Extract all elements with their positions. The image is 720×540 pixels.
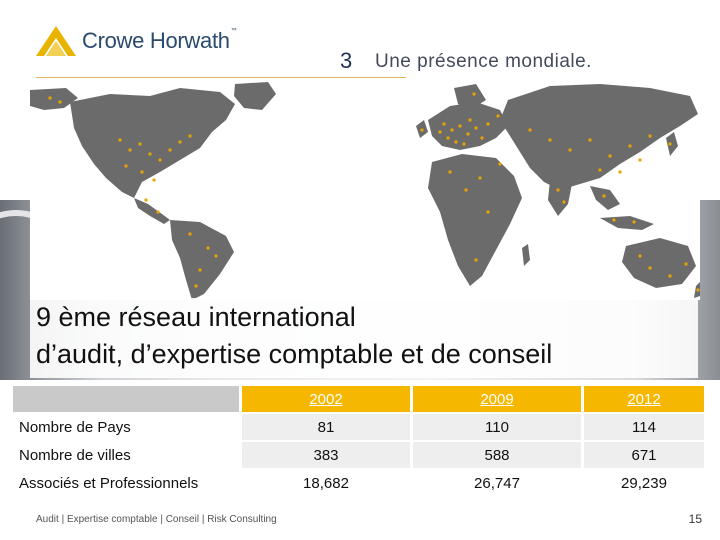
row-label-associes: Associés et Professionnels: [13, 470, 239, 496]
australia-shape: [622, 238, 696, 288]
scandinavia-shape: [454, 84, 486, 110]
tagline-line-1: 9 ème réseau international: [36, 302, 356, 332]
section-number: 3: [340, 48, 353, 73]
table-row: Associés et Professionnels 18,682 26,747…: [13, 470, 704, 496]
footer-services: Audit | Expertise comptable | Conseil | …: [36, 514, 277, 525]
table-cell: 671: [584, 442, 704, 468]
page-title: Une présence mondiale.: [375, 51, 592, 72]
asia-shape: [500, 84, 698, 190]
table-header-row: 2002 2009 2012: [13, 386, 704, 412]
tagline-overlay: [30, 298, 698, 378]
office-locations: [48, 92, 700, 292]
asia-left-edge-shape: [30, 88, 78, 110]
table-row: Nombre de Pays 81 110 114: [13, 414, 704, 440]
central-america-shape: [134, 198, 170, 224]
africa-shape: [428, 154, 522, 286]
table-cell: 18,682: [242, 470, 410, 496]
table-cell: 114: [584, 414, 704, 440]
year-header-2012: 2012: [584, 386, 704, 412]
world-map: [30, 80, 700, 300]
row-label-villes: Nombre de villes: [13, 442, 239, 468]
chevron-logo-icon: [36, 26, 76, 56]
table-cell: 26,747: [413, 470, 581, 496]
table-cell: 110: [413, 414, 581, 440]
greenland-shape: [234, 82, 276, 110]
table-cell: 383: [242, 442, 410, 468]
table-cell: 81: [242, 414, 410, 440]
year-header-2002: 2002: [242, 386, 410, 412]
madagascar-shape: [522, 244, 530, 266]
table-cell: 588: [413, 442, 581, 468]
row-label-pays: Nombre de Pays: [13, 414, 239, 440]
brand-name: Crowe Horwath™: [82, 28, 237, 53]
tagline-line-2: d’audit, d’expertise comptable et de con…: [36, 339, 553, 369]
network-statistics-table: 2002 2009 2012 Nombre de Pays 81 110 114…: [10, 384, 707, 498]
japan-shape: [666, 132, 678, 156]
indonesia-shape: [600, 216, 654, 230]
crowe-horwath-logo: Crowe Horwath™: [34, 22, 264, 62]
europe-shape: [428, 102, 508, 150]
header-blank-cell: [13, 386, 239, 412]
table-cell: 29,239: [584, 470, 704, 496]
north-america-shape: [70, 88, 235, 198]
page-number: 15: [688, 512, 702, 526]
title-divider: [36, 77, 406, 78]
india-shape: [548, 180, 572, 216]
table-row: Nombre de villes 383 588 671: [13, 442, 704, 468]
southeast-asia-shape: [590, 186, 620, 210]
south-america-shape: [170, 220, 234, 300]
year-header-2009: 2009: [413, 386, 581, 412]
